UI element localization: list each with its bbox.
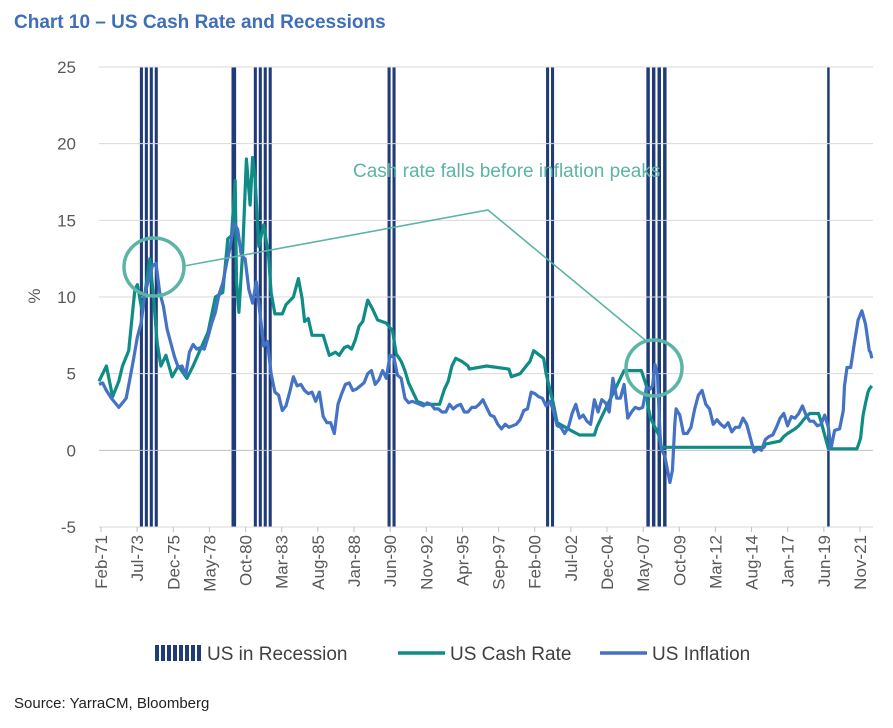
chart-title: Chart 10 – US Cash Rate and Recessions	[14, 12, 386, 33]
legend-item-recession: US in Recession	[155, 644, 347, 665]
annotation-group: Cash rate falls before inflation peaks	[122, 161, 684, 398]
legend-recession-swatch	[161, 645, 165, 661]
x-tick-label: Apr-95	[453, 535, 472, 586]
series-lines	[97, 155, 874, 485]
legend-recession-swatch	[179, 645, 183, 661]
x-tick-label: Jun-19	[815, 535, 834, 587]
annotation-text: Cash rate falls before inflation peaks	[353, 161, 660, 182]
y-axis-label: %	[25, 288, 44, 303]
x-tick-label: Sep-97	[490, 535, 509, 590]
x-tick-label: Aug-85	[309, 535, 328, 590]
x-tick-label: Nov-92	[417, 535, 436, 590]
annotation-circle-2008	[624, 338, 684, 398]
x-tick-label: Dec-75	[164, 535, 183, 590]
x-tick-label: Oct-80	[237, 535, 256, 586]
legend-recession-swatch	[197, 645, 201, 661]
legend-recession-swatch	[185, 645, 189, 661]
x-tick-label: Jul-73	[128, 535, 147, 581]
x-tick-label: Oct-09	[670, 535, 689, 586]
annotation-leader	[183, 209, 646, 341]
legend-label-inflation: US Inflation	[652, 644, 750, 665]
legend-recession-swatch	[191, 645, 195, 661]
x-tick-label: Mar-12	[706, 535, 725, 589]
legend: US in Recession US Cash Rate US Inflation	[155, 644, 750, 665]
x-tick-label: May-78	[200, 535, 219, 592]
y-axis: -5 0 5 10 15 20 25%	[25, 58, 76, 537]
legend-item-inflation: US Inflation	[600, 644, 750, 665]
y-tick-label: -5	[61, 518, 76, 537]
y-tick-label: 10	[57, 288, 76, 307]
y-tick-label: 0	[67, 441, 76, 460]
legend-label-recession: US in Recession	[207, 644, 347, 665]
x-tick-label: Jan-17	[779, 535, 798, 587]
x-tick-label: Jul-02	[562, 535, 581, 581]
legend-recession-swatch	[173, 645, 177, 661]
y-tick-label: 20	[57, 135, 76, 154]
x-tick-label: Jan-88	[345, 535, 364, 587]
x-tick-label: Feb-71	[92, 535, 111, 589]
x-tick-label: Mar-83	[273, 535, 292, 589]
gridlines	[99, 66, 873, 528]
annotation-circle-1970s	[122, 236, 186, 298]
x-tick-label: May-07	[634, 535, 653, 592]
y-tick-label: 15	[57, 211, 76, 230]
y-tick-label: 5	[67, 365, 76, 384]
source-note: Source: YarraCM, Bloomberg	[14, 695, 210, 712]
x-tick-label: Dec-04	[598, 535, 617, 590]
x-axis: Feb-71 Jul-73 Dec-75 May-78 Oct-80 Mar-83 Aug-…	[92, 527, 870, 592]
legend-item-cash-rate: US Cash Rate	[398, 644, 571, 665]
legend-recession-swatch	[167, 645, 171, 661]
x-tick-label: Aug-14	[743, 535, 762, 590]
inflation-line	[98, 221, 874, 485]
y-tick-label: 25	[57, 58, 76, 77]
x-tick-label: Feb-00	[526, 535, 545, 589]
x-tick-label: Jun-90	[381, 535, 400, 587]
legend-label-cash-rate: US Cash Rate	[450, 644, 571, 665]
x-tick-label: Nov-21	[851, 535, 870, 590]
legend-recession-swatch	[155, 645, 159, 661]
